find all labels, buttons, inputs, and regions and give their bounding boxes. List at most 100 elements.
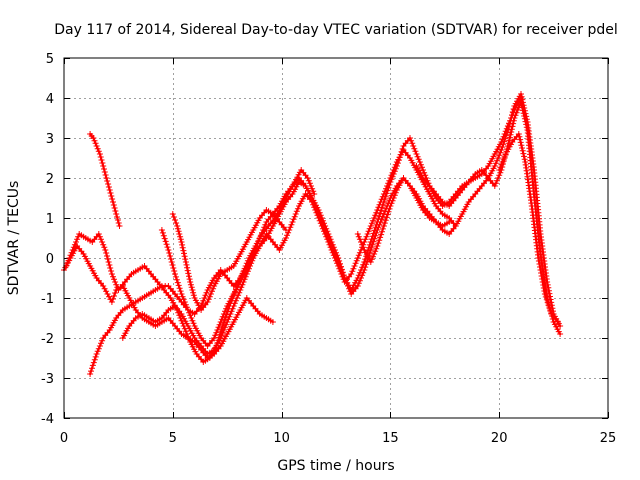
data-point bbox=[216, 321, 223, 328]
data-point bbox=[70, 244, 77, 251]
data-point bbox=[312, 203, 319, 209]
data-point bbox=[349, 268, 356, 275]
series-track-3 bbox=[87, 131, 123, 229]
data-point bbox=[520, 150, 527, 157]
data-point bbox=[319, 221, 326, 228]
data-point bbox=[325, 235, 332, 241]
data-point bbox=[356, 249, 363, 256]
data-point bbox=[170, 214, 177, 220]
data-point bbox=[356, 269, 363, 276]
data-point bbox=[220, 327, 227, 333]
data-point bbox=[89, 362, 96, 369]
data-point bbox=[510, 120, 517, 127]
data-point bbox=[209, 288, 215, 295]
data-point bbox=[521, 153, 527, 160]
data-point bbox=[360, 244, 367, 251]
y-tick-label: -3 bbox=[41, 372, 54, 387]
data-point bbox=[391, 192, 398, 199]
data-point bbox=[372, 248, 379, 255]
data-point bbox=[261, 224, 268, 231]
data-point bbox=[413, 151, 420, 157]
data-point bbox=[243, 267, 250, 273]
data-point bbox=[185, 307, 191, 313]
data-point bbox=[385, 208, 392, 215]
data-point bbox=[200, 297, 207, 304]
data-point bbox=[546, 305, 553, 312]
data-point bbox=[180, 296, 187, 303]
data-point bbox=[410, 143, 417, 149]
data-point bbox=[389, 197, 396, 204]
data-point bbox=[175, 282, 182, 289]
data-point bbox=[420, 167, 426, 173]
data-point bbox=[183, 304, 190, 311]
data-point bbox=[363, 233, 370, 240]
data-point bbox=[100, 283, 107, 289]
data-point bbox=[183, 331, 190, 337]
data-point bbox=[252, 245, 259, 252]
data-point bbox=[164, 244, 171, 251]
data-point bbox=[189, 317, 196, 324]
data-point bbox=[368, 256, 375, 263]
data-point bbox=[360, 261, 367, 268]
data-point bbox=[232, 297, 239, 304]
data-point bbox=[224, 319, 231, 325]
data-point bbox=[336, 261, 343, 268]
data-point bbox=[545, 302, 552, 309]
data-point bbox=[257, 232, 264, 239]
data-point bbox=[408, 137, 415, 144]
data-point bbox=[225, 316, 232, 323]
data-point bbox=[380, 199, 387, 205]
data-point bbox=[186, 336, 193, 343]
data-point bbox=[518, 142, 525, 149]
data-point bbox=[337, 264, 344, 271]
data-point bbox=[509, 123, 516, 130]
data-point bbox=[107, 265, 114, 271]
data-point bbox=[331, 251, 338, 257]
data-point bbox=[506, 137, 513, 144]
data-point bbox=[179, 244, 186, 251]
data-point bbox=[380, 211, 387, 217]
data-point bbox=[517, 139, 524, 146]
data-point bbox=[289, 219, 296, 225]
data-point bbox=[372, 212, 379, 219]
data-point bbox=[380, 223, 387, 229]
data-point bbox=[101, 166, 107, 172]
data-point bbox=[362, 236, 369, 243]
data-point bbox=[322, 227, 329, 233]
data-point bbox=[99, 160, 106, 166]
data-point bbox=[498, 147, 505, 153]
data-point bbox=[166, 250, 173, 256]
data-point bbox=[514, 107, 521, 113]
data-point bbox=[547, 308, 554, 315]
data-point bbox=[371, 227, 378, 234]
data-point bbox=[358, 239, 364, 245]
data-point bbox=[521, 113, 528, 119]
data-point bbox=[329, 245, 336, 252]
data-point bbox=[171, 268, 178, 274]
data-point bbox=[110, 199, 116, 205]
data-point bbox=[323, 229, 330, 236]
data-point bbox=[284, 232, 290, 239]
data-point bbox=[107, 190, 114, 196]
data-point bbox=[370, 253, 376, 260]
axis-ticks bbox=[64, 58, 609, 419]
data-point bbox=[89, 365, 95, 372]
data-point bbox=[158, 227, 165, 233]
data-point bbox=[385, 184, 392, 191]
data-point bbox=[188, 315, 195, 321]
data-point bbox=[306, 180, 313, 187]
data-point bbox=[364, 231, 371, 237]
data-point bbox=[324, 232, 331, 239]
data-point bbox=[392, 165, 399, 172]
data-point bbox=[543, 296, 550, 303]
data-point bbox=[98, 340, 104, 347]
data-point bbox=[373, 245, 380, 252]
data-point bbox=[214, 327, 221, 333]
data-point bbox=[167, 256, 174, 262]
y-tick-label: 5 bbox=[46, 52, 54, 67]
data-point bbox=[376, 237, 383, 244]
data-point bbox=[497, 164, 504, 171]
y-tick-label: 2 bbox=[46, 172, 54, 187]
data-point bbox=[95, 148, 102, 155]
data-point bbox=[234, 295, 240, 301]
